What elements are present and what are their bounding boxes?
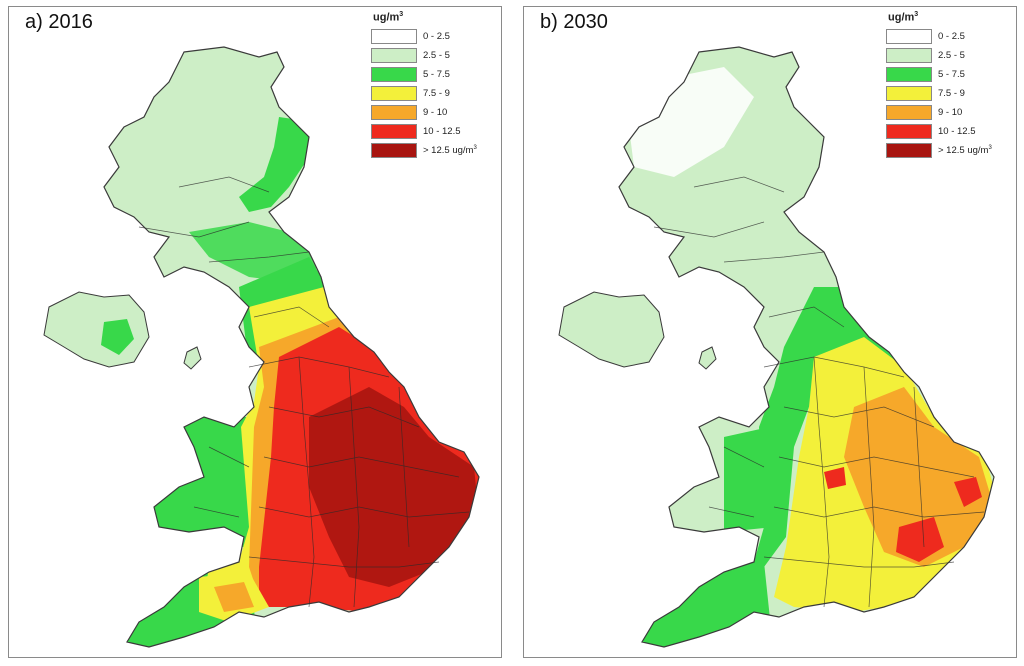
legend-swatch [886,47,932,63]
legend-unit: ug/m3 [373,11,404,24]
legend-item: 7.5 - 9 [886,84,992,103]
legend-item: 7.5 - 9 [371,84,477,103]
northern-ireland-region [558,291,665,368]
legend-label: > 12.5 ug/m3 [938,144,992,156]
map-panel-2016: a) 2016 ug/m3 0 - 2.5 2.5 - 5 5 - 7.5 7.5 -… [8,6,502,658]
legend-label: 10 - 12.5 [938,125,976,137]
legend-swatch [886,28,932,44]
admin-boundaries [653,176,985,608]
map-panel-2030: b) 2030 ug/m3 0 - 2.5 2.5 - 5 5 - 7.5 7.5 -… [523,6,1017,658]
legend-item: 2.5 - 5 [371,46,477,65]
legend-unit: ug/m3 [888,11,919,24]
legend-item: 9 - 10 [886,103,992,122]
legend-swatch [886,85,932,101]
legend-item: > 12.5 ug/m3 [886,141,992,160]
isle-of-man [698,346,717,370]
legend-label: 10 - 12.5 [423,125,461,137]
legend-swatch [371,142,417,158]
isle-of-man [183,346,202,370]
legend-item: > 12.5 ug/m3 [371,141,477,160]
legend-label: 2.5 - 5 [423,49,450,61]
legend-label: 7.5 - 9 [938,87,965,99]
legend-rows: 0 - 2.5 2.5 - 5 5 - 7.5 7.5 - 9 9 - 10 10 - 1… [886,27,992,160]
ni-hotspot [101,319,134,355]
legend-swatch [371,28,417,44]
legend-item: 10 - 12.5 [371,122,477,141]
legend-label: 0 - 2.5 [938,30,965,42]
legend-item: 5 - 7.5 [371,65,477,84]
admin-boundaries [138,176,470,608]
legend-rows: 0 - 2.5 2.5 - 5 5 - 7.5 7.5 - 9 9 - 10 10 - 1… [371,27,477,160]
legend-label: 5 - 7.5 [423,68,450,80]
legend-item: 9 - 10 [371,103,477,122]
legend-label: 0 - 2.5 [423,30,450,42]
legend-swatch [886,66,932,82]
northern-ireland-region [43,291,150,368]
legend-swatch [886,104,932,120]
legend-item: 0 - 2.5 [886,27,992,46]
legend-item: 10 - 12.5 [886,122,992,141]
panel-title-2030: b) 2030 [540,11,608,33]
legend-label: 2.5 - 5 [938,49,965,61]
legend-2030: ug/m3 0 - 2.5 2.5 - 5 5 - 7.5 7.5 - 9 9 - 10… [886,11,992,160]
legend-label: 5 - 7.5 [938,68,965,80]
legend-swatch [371,47,417,63]
legend-item: 5 - 7.5 [886,65,992,84]
legend-swatch [886,142,932,158]
legend-swatch [371,123,417,139]
legend-swatch [371,66,417,82]
legend-item: 2.5 - 5 [886,46,992,65]
legend-label: 9 - 10 [938,106,963,118]
panel-title-2016: a) 2016 [25,11,93,33]
legend-label: > 12.5 ug/m3 [423,144,477,156]
legend-item: 0 - 2.5 [371,27,477,46]
legend-label: 7.5 - 9 [423,87,450,99]
legend-label: 9 - 10 [423,106,448,118]
legend-swatch [371,104,417,120]
legend-swatch [371,85,417,101]
legend-2016: ug/m3 0 - 2.5 2.5 - 5 5 - 7.5 7.5 - 9 9 - 10… [371,11,477,160]
legend-swatch [886,123,932,139]
